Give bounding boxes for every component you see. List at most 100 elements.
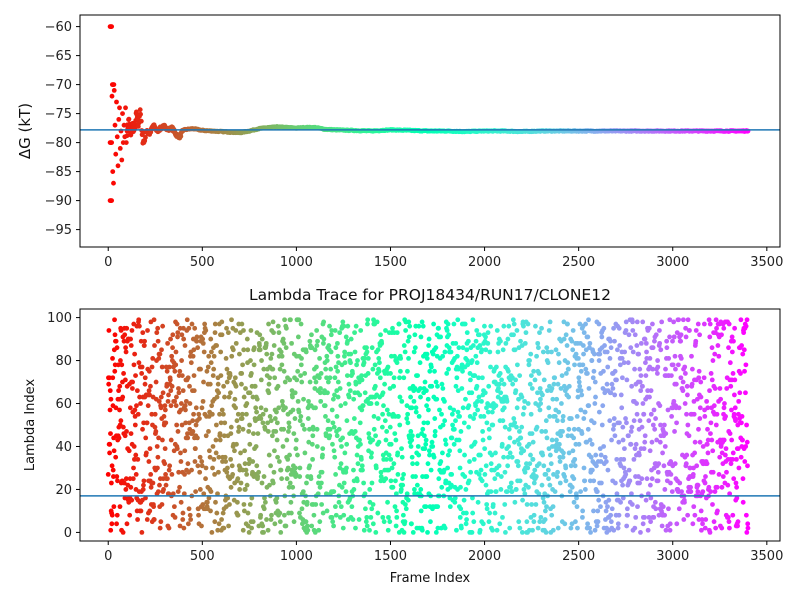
lambda-point	[699, 527, 704, 533]
lambda-point	[425, 396, 431, 402]
lambda-point	[704, 461, 710, 467]
lambda-point	[241, 508, 247, 514]
lambda-point	[528, 452, 533, 458]
lambda-point	[658, 347, 664, 353]
lambda-point	[640, 383, 645, 389]
lambda-point	[717, 386, 723, 391]
lambda-point	[191, 373, 197, 378]
lambda-point	[528, 411, 534, 417]
lambda-point	[484, 420, 490, 426]
lambda-point	[579, 392, 585, 398]
lambda-point	[295, 368, 301, 374]
lambda-point	[209, 349, 214, 355]
lambda-point	[380, 514, 386, 520]
lambda-point	[744, 530, 750, 535]
lambda-point	[732, 325, 738, 331]
lambda-point	[439, 484, 445, 490]
y-tick-label: −65	[45, 49, 72, 64]
lambda-point	[568, 416, 574, 421]
lambda-point	[314, 444, 320, 449]
lambda-point	[340, 525, 346, 531]
lambda-point	[331, 523, 336, 529]
lambda-point	[321, 319, 327, 325]
lambda-point	[246, 530, 252, 535]
lambda-point	[582, 409, 588, 415]
lambda-point	[134, 403, 139, 409]
lambda-point	[726, 519, 732, 525]
lambda-point	[483, 347, 489, 353]
lambda-point	[522, 469, 528, 475]
lambda-trace-plot: Lambda Trace for PROJ18434/RUN17/CLONE12…	[23, 286, 783, 586]
lambda-point	[113, 405, 119, 411]
lambda-point	[410, 461, 416, 467]
lambda-point	[517, 525, 523, 531]
delta-g-axes-frame	[79, 14, 781, 248]
lambda-point	[624, 523, 630, 529]
lambda-point	[637, 379, 643, 385]
lambda-point	[645, 388, 651, 394]
delta-g-point	[120, 111, 125, 116]
lambda-point	[727, 491, 733, 497]
lambda-point	[344, 418, 350, 424]
lambda-point	[212, 519, 218, 525]
lambda-point	[551, 381, 557, 387]
lambda-point	[600, 403, 606, 409]
lambda-point	[403, 328, 409, 333]
lambda-point	[185, 521, 191, 527]
lambda-point	[698, 394, 704, 400]
lambda-point	[585, 426, 591, 432]
lambda-point	[678, 375, 684, 381]
lambda-point	[312, 347, 318, 353]
lambda-point	[324, 375, 329, 381]
lambda-point	[690, 521, 696, 527]
lambda-point	[723, 446, 729, 452]
lambda-point	[598, 480, 604, 486]
lambda-point	[276, 459, 282, 464]
lambda-point	[162, 403, 168, 409]
lambda-point	[197, 454, 203, 460]
lambda-point	[541, 377, 547, 383]
lambda-point	[648, 411, 654, 417]
lambda-point	[533, 502, 539, 507]
lambda-point	[383, 328, 388, 333]
lambda-point	[477, 343, 483, 348]
lambda-point	[338, 504, 344, 510]
lambda-point	[319, 469, 325, 475]
lambda-point	[223, 356, 229, 361]
lambda-point	[324, 358, 330, 363]
lambda-point	[684, 411, 689, 417]
lambda-point	[155, 338, 161, 344]
lambda-point	[382, 418, 388, 424]
lambda-point	[350, 371, 355, 376]
lambda-point	[288, 317, 293, 323]
lambda-point	[455, 317, 461, 323]
lambda-point	[724, 386, 730, 391]
lambda-point	[346, 394, 352, 400]
lambda-point	[329, 328, 335, 333]
lambda-point	[712, 386, 718, 391]
lambda-point	[153, 429, 159, 434]
lambda-point	[651, 514, 657, 520]
lambda-point	[116, 435, 122, 441]
lambda-point	[197, 487, 203, 492]
lambda-point	[405, 411, 411, 417]
lambda-point	[392, 353, 397, 359]
lambda-point	[210, 465, 215, 471]
lambda-point	[416, 414, 422, 419]
lambda-point	[530, 439, 536, 445]
lambda-point	[534, 424, 540, 430]
lambda-point	[681, 517, 687, 522]
lambda-point	[539, 429, 545, 434]
lambda-point	[704, 398, 710, 404]
lambda-point	[707, 530, 713, 535]
lambda-point	[692, 450, 698, 456]
lambda-point	[356, 517, 362, 522]
lambda-point	[168, 437, 174, 443]
lambda-point	[322, 403, 328, 409]
lambda-point	[178, 499, 184, 505]
lambda-point	[244, 482, 250, 488]
lambda-point	[505, 336, 511, 342]
lambda-point	[234, 418, 240, 424]
lambda-point	[250, 394, 256, 400]
lambda-point	[284, 437, 290, 443]
